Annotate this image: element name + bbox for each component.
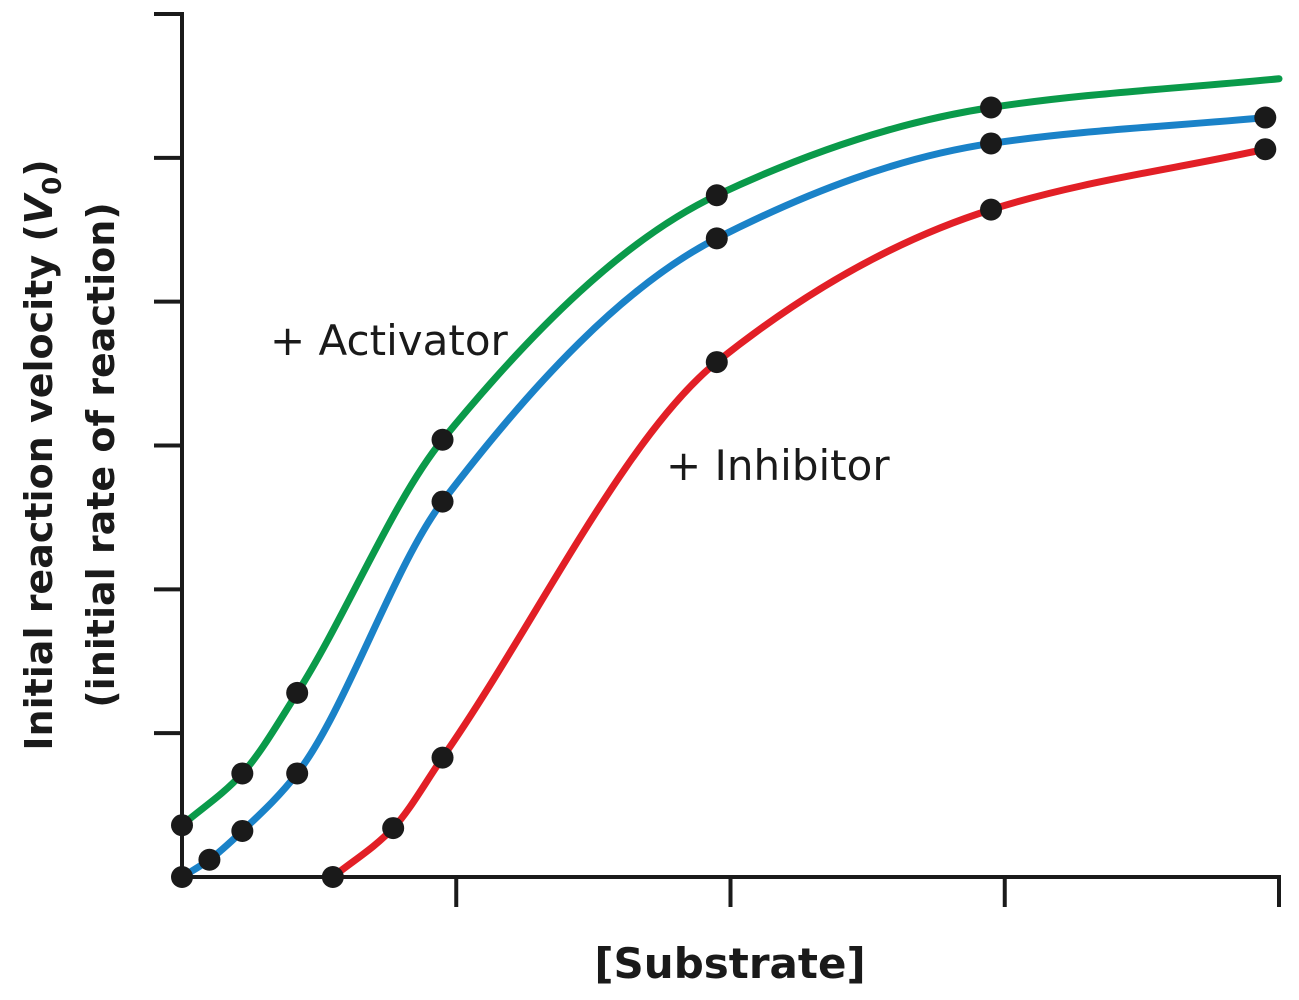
annotation-activator: + Activator bbox=[270, 316, 509, 365]
data-point-activator-1 bbox=[231, 762, 254, 785]
y-axis-title-line-2: (initial rate of reaction) bbox=[79, 202, 123, 707]
data-point-baseline-1 bbox=[198, 848, 221, 871]
data-point-inhibitor-2 bbox=[431, 746, 454, 769]
x-ticks bbox=[454, 877, 1281, 907]
data-point-inhibitor-3 bbox=[705, 351, 728, 374]
marker-layer bbox=[171, 96, 1277, 888]
data-point-baseline-4 bbox=[431, 490, 454, 513]
axes bbox=[154, 12, 1281, 907]
data-point-inhibitor-5 bbox=[1254, 138, 1277, 161]
data-point-baseline-3 bbox=[286, 762, 309, 785]
data-point-activator-2 bbox=[286, 681, 309, 704]
y-ticks bbox=[154, 12, 182, 736]
data-point-baseline-7 bbox=[1254, 106, 1277, 129]
annotation-inhibitor: + Inhibitor bbox=[666, 441, 890, 490]
series-line-activator bbox=[178, 75, 1283, 829]
data-point-baseline-2 bbox=[231, 819, 254, 842]
data-point-activator-3 bbox=[431, 428, 454, 451]
data-point-inhibitor-4 bbox=[980, 198, 1003, 221]
y-axis-title: Initial reaction velocity (V0) (initial … bbox=[17, 159, 123, 750]
series-line-inhibitor bbox=[329, 145, 1269, 881]
x-axis-title: [Substrate] bbox=[594, 939, 865, 988]
data-point-activator-5 bbox=[980, 96, 1003, 119]
data-point-baseline-6 bbox=[980, 132, 1003, 155]
data-point-activator-4 bbox=[705, 184, 728, 207]
data-point-baseline-5 bbox=[705, 227, 728, 250]
data-point-inhibitor-1 bbox=[382, 817, 405, 840]
y-axis-title-line-1: Initial reaction velocity (V0) bbox=[17, 159, 68, 750]
